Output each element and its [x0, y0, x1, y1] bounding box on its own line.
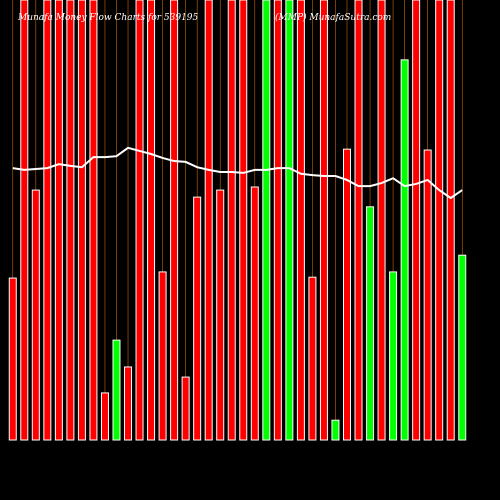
chart-subtitle: (MMP) MunafaSutra.com: [275, 12, 391, 23]
bar: [446, 0, 455, 441]
bar: [112, 339, 121, 441]
bar: [273, 0, 282, 441]
bar: [216, 189, 225, 441]
bar: [54, 0, 63, 441]
bar: [66, 0, 75, 441]
bar: [342, 148, 351, 441]
bar: [400, 59, 409, 441]
bar: [308, 276, 317, 441]
bar: [423, 149, 432, 441]
bar: [319, 0, 328, 441]
bar: [170, 0, 179, 441]
bar: [124, 366, 133, 441]
bar: [377, 0, 386, 441]
bar: [331, 419, 340, 441]
bar: [227, 0, 236, 441]
bar: [458, 254, 467, 441]
bar: [412, 0, 421, 441]
bar: [296, 0, 305, 441]
chart-title: Munafa Money Flow Charts for 539195: [17, 13, 199, 23]
bar: [389, 271, 398, 441]
price-line: [12, 146, 463, 200]
bar: [435, 0, 444, 441]
bar: [239, 0, 248, 441]
bar: [147, 0, 156, 441]
bar: [89, 0, 98, 441]
bar: [250, 186, 259, 441]
bar: [193, 196, 202, 441]
bar: [181, 376, 190, 441]
bar: [366, 206, 375, 441]
bar: [77, 0, 86, 441]
bar: [31, 189, 40, 441]
bar: [285, 0, 294, 441]
bar: [262, 0, 271, 441]
bar: [158, 271, 167, 441]
bar: [354, 0, 363, 441]
bar: [8, 277, 17, 441]
bar: [204, 0, 213, 441]
bar: [20, 0, 29, 441]
bar: [100, 392, 109, 441]
bar: [43, 0, 52, 441]
bar: [135, 0, 144, 441]
